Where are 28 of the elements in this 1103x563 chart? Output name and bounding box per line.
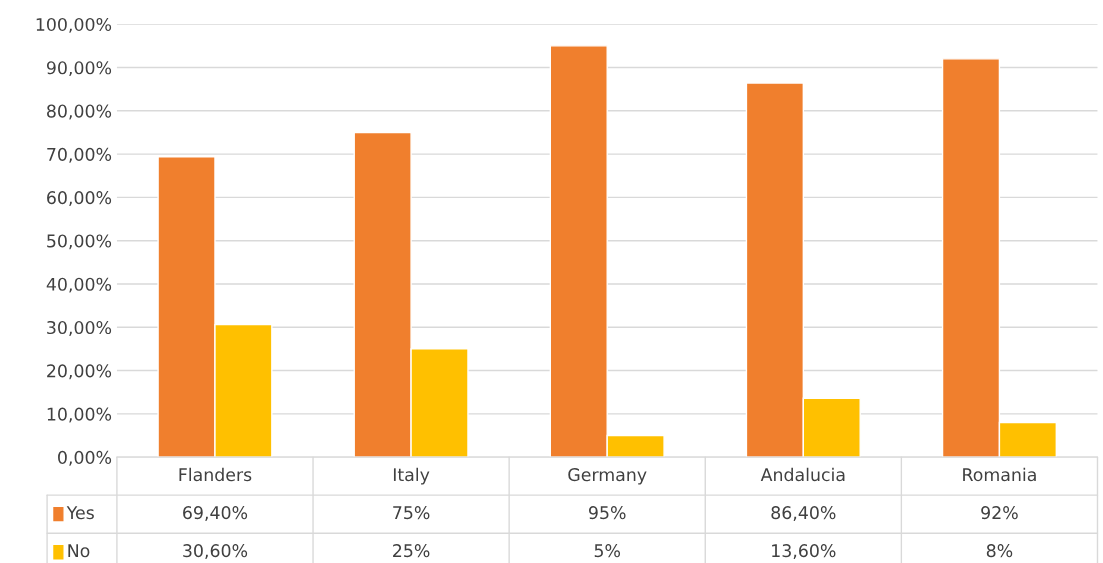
y-tick-label: 100,00% bbox=[36, 17, 112, 33]
x-tick-label: Romania bbox=[963, 467, 1036, 482]
data-label: 5% bbox=[594, 544, 621, 558]
data-label: 75% bbox=[393, 506, 430, 520]
y-tick-label: 30,00% bbox=[47, 320, 112, 336]
x-tick-label: Germany bbox=[568, 468, 647, 485]
y-tick-label: 90,00% bbox=[46, 61, 112, 77]
y-tick-label: 80,00% bbox=[47, 104, 112, 120]
data-label: 86,40% bbox=[771, 506, 836, 521]
y-tick-label: 50,00% bbox=[47, 234, 112, 250]
legend-label: No bbox=[68, 544, 90, 558]
x-tick-label: Andalucia bbox=[760, 467, 845, 482]
data-label: 69,40% bbox=[183, 506, 248, 521]
y-tick-label: 0,00% bbox=[58, 450, 112, 466]
data-label: 92% bbox=[981, 506, 1018, 520]
y-tick-label: 10,00% bbox=[47, 407, 112, 423]
y-tick-label: 40,00% bbox=[46, 277, 112, 293]
data-label: 25% bbox=[393, 544, 430, 558]
y-tick-label: 60,00% bbox=[47, 191, 112, 206]
data-label: 95% bbox=[589, 506, 626, 520]
y-tick-label: 20,00% bbox=[47, 364, 112, 380]
data-label: 8% bbox=[986, 544, 1013, 558]
x-tick-label: Italy bbox=[393, 467, 430, 485]
data-label: 30,60% bbox=[183, 544, 248, 559]
legend-label: Yes bbox=[66, 506, 94, 520]
data-label: 13,60% bbox=[772, 544, 836, 559]
y-tick-label: 70,00% bbox=[47, 147, 112, 163]
x-tick-label: Flanders bbox=[179, 467, 252, 482]
